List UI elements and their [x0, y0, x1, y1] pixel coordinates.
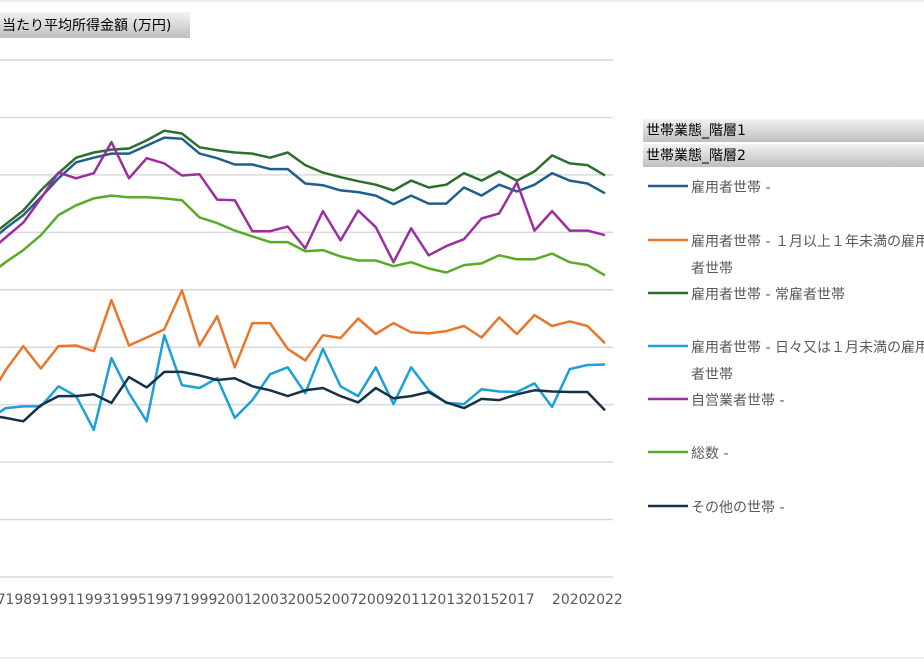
- legend-entry: 雇用者世帯 - 常雇者世帯: [691, 287, 845, 303]
- legend-header-box: [643, 144, 924, 167]
- x-tick-label: 1993: [76, 592, 112, 608]
- x-tick-label: 1997: [146, 592, 182, 608]
- x-tick-label: 2001: [217, 592, 253, 608]
- x-tick-label: 1999: [182, 592, 218, 608]
- legend-label: 雇用者世帯 - 常雇者世帯: [691, 287, 845, 303]
- legend-entry: 雇用者世帯 -: [691, 180, 771, 196]
- series-line: [0, 370, 606, 423]
- legend-entry: 雇用者世帯 - 日々又は１月未満の雇用者世帯: [691, 340, 924, 383]
- series-line: [0, 140, 606, 264]
- x-tick-label: 2017: [499, 592, 535, 608]
- x-tick-label: 2009: [358, 592, 394, 608]
- series-line: [0, 129, 606, 231]
- legend-label: 雇用者世帯 - 日々又は１月未満の雇用者世帯: [691, 340, 924, 383]
- x-tick-label: 2013: [429, 592, 465, 608]
- x-tick-label: 1991: [41, 592, 77, 608]
- legend-header: 世帯業態_階層1: [646, 123, 746, 139]
- x-tick-label: 2007: [323, 592, 359, 608]
- legend-label: その他の世帯 -: [691, 500, 785, 516]
- x-tick-label: 1995: [111, 592, 147, 608]
- x-tick-label: 1987: [0, 592, 6, 608]
- title-box: [0, 12, 190, 38]
- series-line: [0, 194, 606, 277]
- legend-entry: 総数 -: [691, 446, 729, 462]
- legend-label: 総数 -: [691, 446, 729, 462]
- series-line: [0, 333, 606, 432]
- x-tick-label: 2011: [393, 592, 429, 608]
- x-tick-label: 2015: [464, 592, 500, 608]
- series-line: [0, 289, 606, 383]
- x-tick-label: 2003: [252, 592, 288, 608]
- chart-title: 当たり平均所得金額 (万円): [2, 17, 171, 34]
- legend-label: 自営業者世帯 -: [691, 393, 785, 409]
- legend-entry: その他の世帯 -: [691, 500, 785, 516]
- legend-entry: 自営業者世帯 -: [691, 393, 785, 409]
- legend-header-box: [643, 119, 924, 142]
- legend-entry: 雇用者世帯 - １月以上１年未満の雇用者世帯: [691, 234, 924, 277]
- legend-label: 雇用者世帯 -: [691, 180, 771, 196]
- series-line: [0, 136, 606, 235]
- legend-header: 世帯業態_階層2: [646, 148, 746, 164]
- legend-label: 雇用者世帯 - １月以上１年未満の雇用者世帯: [691, 234, 924, 277]
- x-tick-label: 2020: [552, 592, 588, 608]
- x-tick-label: 2005: [287, 592, 323, 608]
- x-tick-label: 1989: [5, 592, 41, 608]
- x-tick-label: 2022: [587, 592, 623, 608]
